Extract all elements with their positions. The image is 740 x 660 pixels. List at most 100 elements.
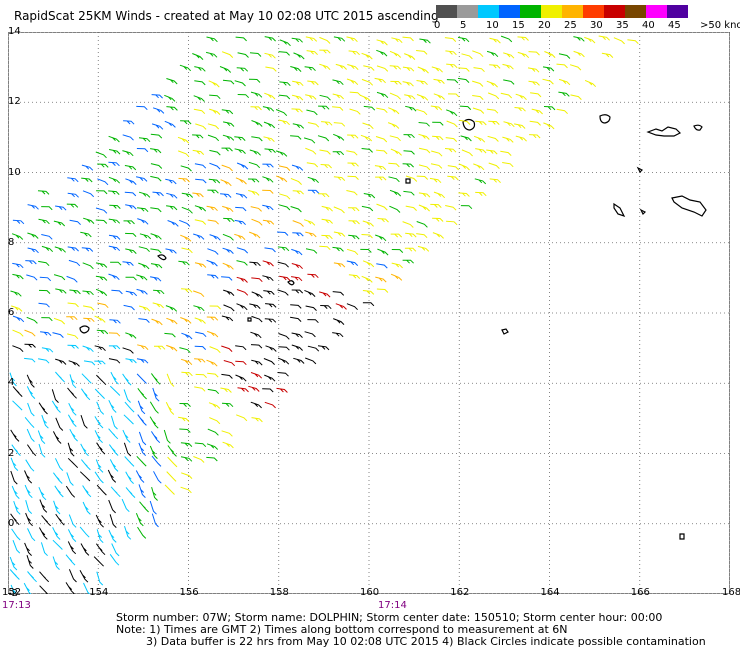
wind-barb: [543, 106, 556, 111]
wind-barb: [123, 304, 135, 311]
wind-barb: [332, 79, 344, 86]
wind-barb: [306, 50, 318, 56]
wind-barb: [180, 317, 192, 324]
wind-barb: [333, 36, 346, 42]
wind-barb: [53, 317, 66, 325]
wind-barb: [319, 63, 331, 71]
wind-barb: [95, 543, 106, 556]
wind-barb: [263, 358, 275, 365]
wind-barb: [290, 66, 302, 72]
wind-barb: [65, 485, 76, 498]
wind-barb: [262, 275, 274, 282]
wind-barb: [123, 220, 135, 225]
wind-barb: [13, 500, 21, 515]
wind-barb: [41, 206, 53, 211]
legend-label: >50 knots: [700, 20, 740, 31]
wind-barb: [627, 39, 639, 45]
wind-barb: [584, 79, 597, 88]
wind-barb: [332, 246, 344, 252]
wind-barb: [165, 178, 177, 185]
wind-barb: [166, 373, 175, 387]
wind-barb: [55, 358, 67, 365]
wind-barb: [347, 175, 359, 180]
wind-barb: [209, 162, 221, 170]
wind-barb: [41, 515, 51, 527]
lat-tick-label: 6: [8, 307, 15, 318]
wind-barb: [25, 260, 37, 265]
wind-barb: [166, 344, 178, 352]
wind-barb: [375, 176, 387, 181]
wind-barb: [151, 123, 164, 130]
lat-lon-grid: [8, 32, 730, 594]
wind-barb: [125, 290, 138, 297]
wind-barb: [363, 193, 376, 199]
wind-barb: [528, 80, 540, 86]
wind-barb: [38, 487, 47, 501]
legend-label: 30: [590, 20, 603, 31]
island-outline: [613, 202, 626, 218]
wind-barb: [376, 65, 389, 72]
wind-barb: [402, 259, 414, 264]
legend-swatch: [457, 5, 478, 18]
wind-barb: [292, 123, 305, 129]
wind-barb: [332, 151, 345, 156]
wind-barb: [124, 165, 137, 171]
wind-barb: [292, 80, 304, 87]
lon-tick-label: 168: [722, 587, 740, 598]
wind-barb: [108, 529, 117, 543]
wind-barb: [472, 80, 484, 87]
island-outline: [287, 280, 295, 286]
wind-barb: [151, 94, 163, 99]
wind-barb: [193, 95, 205, 102]
wind-barb: [529, 120, 541, 126]
wind-barb: [67, 541, 77, 555]
wind-barb: [304, 289, 316, 297]
wind-barb: [167, 445, 177, 457]
wind-barb: [279, 275, 291, 281]
time-label: 17:13: [2, 600, 31, 611]
legend-label: 0: [434, 20, 441, 31]
wind-barb: [94, 360, 106, 365]
wind-barb: [24, 343, 36, 348]
wind-barb: [10, 429, 20, 442]
wind-barb: [150, 233, 162, 240]
wind-barb: [335, 303, 347, 310]
wind-barb: [153, 471, 162, 484]
wind-barb: [194, 386, 206, 392]
wind-barb: [391, 37, 403, 44]
wind-barb: [305, 94, 317, 100]
wind-barb: [181, 472, 193, 479]
wind-barb: [52, 472, 63, 484]
wind-barb: [123, 389, 131, 403]
wind-barb: [416, 233, 428, 239]
wind-barb: [12, 329, 24, 337]
wind-barb: [389, 189, 402, 197]
wind-barb: [446, 109, 458, 117]
wind-barb: [279, 193, 291, 200]
wind-barb: [418, 147, 431, 154]
wind-barb: [404, 247, 417, 252]
wind-barb: [10, 513, 20, 526]
wind-barb: [207, 274, 219, 279]
wind-barb: [375, 234, 387, 242]
wind-barb: [348, 50, 360, 56]
wind-barb: [166, 192, 178, 199]
wind-barb: [166, 106, 178, 111]
wind-barb: [459, 119, 471, 125]
wind-barb: [429, 177, 442, 184]
wind-barb: [529, 134, 541, 139]
legend-label: 45: [668, 20, 681, 31]
wind-barb: [333, 318, 345, 325]
wind-barb: [389, 205, 401, 213]
wind-barb: [221, 373, 233, 379]
wind-barb: [304, 331, 316, 338]
wind-barb: [458, 192, 470, 197]
wind-barb: [41, 234, 53, 240]
wind-barb: [320, 164, 332, 169]
wind-barb: [221, 51, 234, 58]
wind-barb: [97, 302, 109, 309]
island-outline: [501, 328, 509, 335]
wind-barb: [391, 249, 404, 253]
wind-barb: [194, 80, 206, 86]
wind-barb-map: [8, 32, 730, 594]
